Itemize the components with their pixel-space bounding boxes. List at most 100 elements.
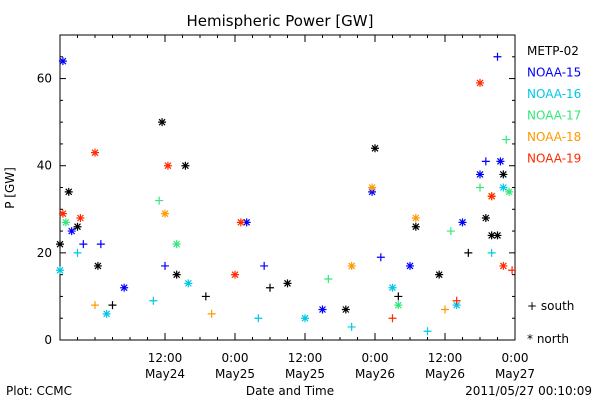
- data-point-south: [508, 266, 517, 275]
- data-point-north: [76, 214, 85, 222]
- data-point-north: [499, 170, 508, 179]
- data-point-south: [108, 301, 117, 310]
- data-point-north: [172, 240, 181, 249]
- data-point-south: [266, 283, 274, 292]
- data-point-south: [493, 52, 502, 61]
- data-point-south: [481, 157, 490, 166]
- data-point-north: [368, 187, 377, 196]
- data-point-north: [73, 222, 82, 231]
- footer-timestamp: 2011/05/27 00:10:09: [465, 384, 592, 398]
- data-point-north: [93, 261, 102, 270]
- legend-entry: METP-02: [527, 44, 579, 58]
- legend-entry: NOAA-19: [527, 152, 581, 166]
- data-point-north: [411, 222, 420, 231]
- data-point-north: [56, 266, 64, 275]
- data-point-north: [56, 240, 64, 249]
- legend: METP-02 NOAA-15 NOAA-16 NOAA-17 NOAA-18 NOAA-…: [527, 44, 581, 166]
- y-tick-label: 0: [44, 333, 52, 347]
- data-point-south: [260, 261, 269, 270]
- plot-frame: [59, 34, 516, 341]
- data-point-south: [91, 301, 99, 310]
- data-point-south: [394, 292, 403, 301]
- data-points: [56, 52, 517, 336]
- x-tick-label: 0:00: [362, 351, 389, 365]
- x-tick-date-label: May27: [495, 367, 535, 381]
- data-point-south: [376, 253, 385, 262]
- data-point-north: [487, 192, 496, 201]
- data-point-north: [91, 148, 99, 157]
- data-point-north: [67, 227, 76, 236]
- x-tick-label: 12:00: [148, 351, 183, 365]
- x-tick-label: 12:00: [288, 351, 323, 365]
- x-tick-label: 0:00: [222, 351, 249, 365]
- data-point-south: [476, 183, 484, 192]
- data-point-north: [476, 170, 484, 179]
- data-point-south: [149, 296, 158, 305]
- data-point-north: [496, 157, 505, 166]
- data-point-north: [452, 301, 461, 310]
- data-point-south: [452, 296, 461, 305]
- data-point-north: [505, 187, 514, 196]
- data-point-north: [158, 118, 167, 127]
- data-point-north: [318, 305, 327, 314]
- data-point-south: [446, 227, 455, 236]
- data-point-south: [487, 248, 496, 257]
- y-tick-label: 60: [37, 72, 52, 86]
- data-point-north: [481, 214, 490, 222]
- data-point-south: [464, 248, 473, 257]
- data-point-north: [499, 261, 508, 270]
- data-point-north: [499, 183, 508, 192]
- data-point-south: [388, 314, 397, 323]
- data-point-north: [181, 161, 190, 170]
- footer-credit: Plot: CCMC: [6, 384, 72, 398]
- legend-entry: NOAA-16: [527, 87, 581, 101]
- y-axis-label: P [GW]: [3, 167, 17, 209]
- data-point-south: [347, 322, 356, 331]
- data-point-south: [207, 309, 216, 318]
- x-axis: 12:00 May24 0:00 May25 12:00 May25 0:00 May26 12…: [59, 35, 535, 381]
- data-point-north: [242, 218, 251, 227]
- x-tick-date-label: May25: [215, 367, 255, 381]
- data-point-north: [163, 161, 172, 170]
- data-point-south: [161, 261, 169, 270]
- data-point-south: [324, 275, 333, 283]
- data-point-north: [161, 209, 169, 218]
- data-point-south: [79, 240, 88, 249]
- legend-entry: NOAA-15: [527, 66, 581, 80]
- data-point-north: [476, 78, 484, 87]
- data-point-north: [172, 270, 181, 279]
- data-point-north: [435, 270, 444, 279]
- data-point-north: [493, 231, 502, 240]
- data-point-north: [394, 301, 403, 310]
- x-tick-label: 0:00: [502, 351, 529, 365]
- y-tick-label: 40: [37, 159, 52, 173]
- data-point-north: [458, 218, 467, 227]
- data-point-north: [487, 231, 496, 240]
- x-tick-date-label: May25: [285, 367, 325, 381]
- x-tick-label: 12:00: [428, 351, 463, 365]
- y-tick-label: 20: [37, 246, 52, 260]
- x-tick-date-label: May24: [145, 367, 185, 381]
- data-point-north: [120, 283, 129, 292]
- data-point-north: [231, 270, 239, 279]
- data-point-north: [411, 214, 420, 222]
- data-point-north: [301, 314, 309, 323]
- legend-entry: NOAA-18: [527, 130, 581, 144]
- data-point-north: [236, 218, 245, 227]
- data-point-south: [201, 292, 210, 301]
- data-point-north: [371, 144, 379, 153]
- data-point-south: [254, 314, 263, 323]
- data-point-south: [423, 327, 432, 336]
- y-axis: 0 20 40 60: [37, 34, 515, 347]
- data-point-north: [388, 283, 397, 292]
- x-tick-date-label: May26: [425, 367, 465, 381]
- data-point-north: [102, 309, 111, 318]
- data-point-north: [184, 279, 193, 288]
- data-point-north: [341, 305, 350, 314]
- data-point-north: [64, 187, 73, 196]
- marker-legend-north: * north: [527, 332, 569, 346]
- legend-entry: NOAA-17: [527, 109, 581, 123]
- data-point-north: [58, 209, 67, 218]
- data-point-south: [96, 240, 105, 249]
